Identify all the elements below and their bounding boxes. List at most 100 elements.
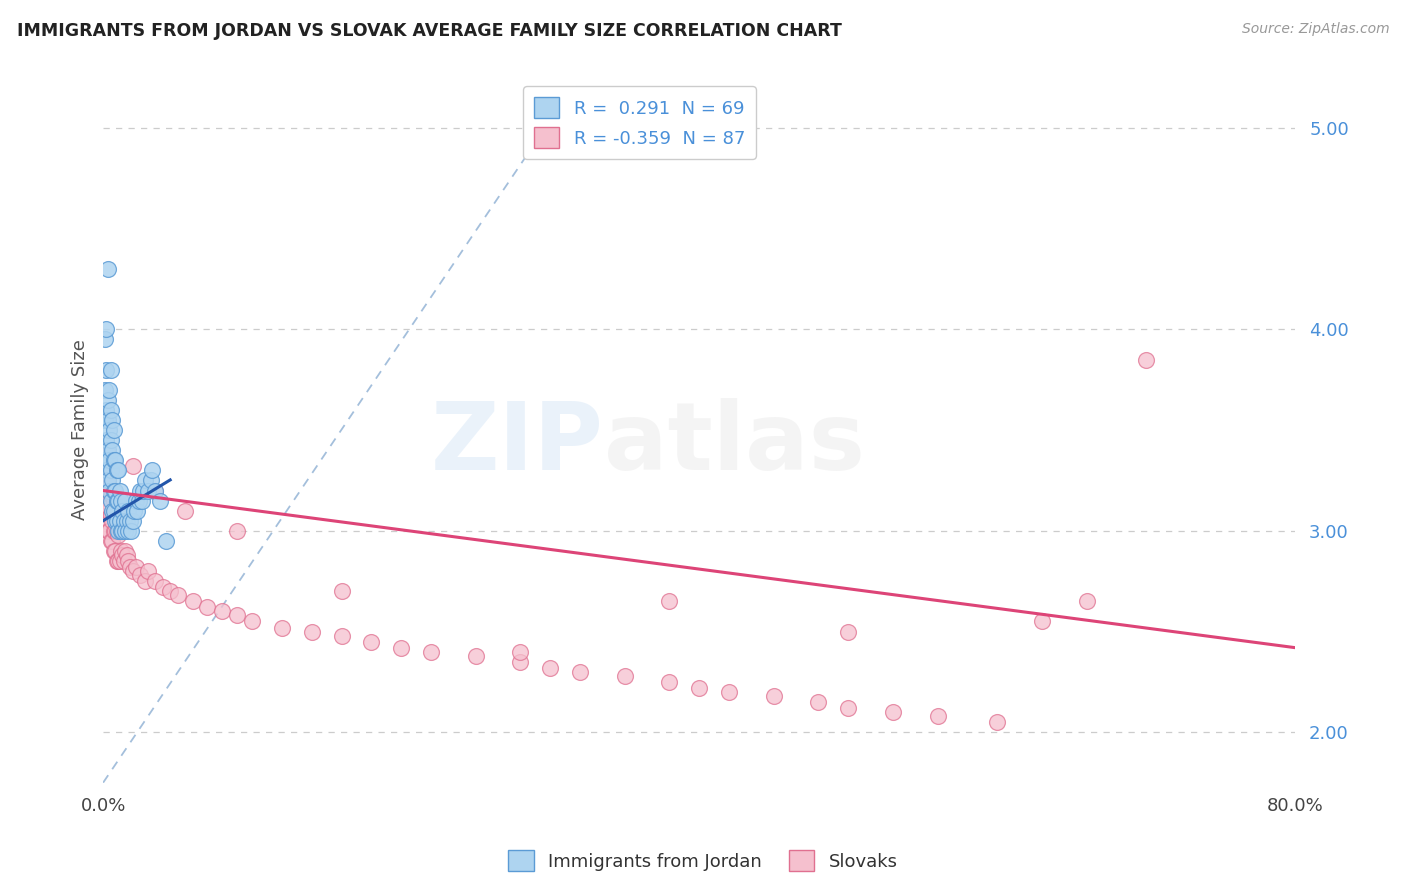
- Point: [420, 645, 443, 659]
- Point: [136, 483, 159, 498]
- Point: [114, 544, 136, 558]
- Point: [1031, 615, 1053, 629]
- Point: [509, 655, 531, 669]
- Point: [100, 433, 122, 447]
- Point: [389, 640, 412, 655]
- Point: [464, 648, 486, 663]
- Point: [93, 413, 115, 427]
- Point: [101, 503, 124, 517]
- Point: [93, 332, 115, 346]
- Point: [115, 548, 138, 562]
- Point: [111, 548, 134, 562]
- Point: [717, 685, 740, 699]
- Point: [104, 483, 127, 498]
- Point: [117, 524, 139, 538]
- Point: [117, 554, 139, 568]
- Point: [100, 533, 122, 548]
- Point: [143, 483, 166, 498]
- Point: [94, 493, 117, 508]
- Point: [211, 604, 233, 618]
- Point: [927, 709, 949, 723]
- Point: [98, 423, 121, 437]
- Point: [1135, 352, 1157, 367]
- Point: [124, 503, 146, 517]
- Point: [100, 463, 122, 477]
- Point: [114, 493, 136, 508]
- Point: [658, 594, 681, 608]
- Point: [132, 483, 155, 498]
- Point: [143, 483, 166, 498]
- Point: [107, 554, 129, 568]
- Point: [129, 568, 152, 582]
- Point: [114, 524, 136, 538]
- Point: [807, 695, 830, 709]
- Point: [134, 574, 156, 589]
- Point: [98, 500, 121, 514]
- Point: [93, 383, 115, 397]
- Point: [139, 474, 162, 488]
- Point: [105, 514, 128, 528]
- Point: [107, 503, 129, 517]
- Point: [104, 544, 127, 558]
- Point: [128, 493, 150, 508]
- Point: [94, 514, 117, 528]
- Point: [93, 453, 115, 467]
- Point: [103, 544, 125, 558]
- Point: [658, 674, 681, 689]
- Point: [107, 493, 129, 508]
- Point: [108, 524, 131, 538]
- Point: [93, 503, 115, 517]
- Point: [837, 701, 859, 715]
- Point: [98, 453, 121, 467]
- Point: [100, 362, 122, 376]
- Legend: Immigrants from Jordan, Slovaks: Immigrants from Jordan, Slovaks: [501, 843, 905, 879]
- Point: [98, 479, 121, 493]
- Point: [159, 584, 181, 599]
- Point: [101, 413, 124, 427]
- Point: [94, 474, 117, 488]
- Point: [134, 474, 156, 488]
- Point: [107, 524, 129, 538]
- Point: [330, 629, 353, 643]
- Point: [94, 433, 117, 447]
- Point: [104, 453, 127, 467]
- Point: [105, 524, 128, 538]
- Point: [125, 560, 148, 574]
- Point: [197, 600, 219, 615]
- Point: [94, 443, 117, 458]
- Point: [1076, 594, 1098, 608]
- Point: [110, 493, 132, 508]
- Point: [166, 588, 188, 602]
- Point: [271, 620, 294, 634]
- Point: [226, 608, 249, 623]
- Point: [301, 624, 323, 639]
- Point: [103, 483, 125, 498]
- Point: [105, 493, 128, 508]
- Point: [112, 554, 135, 568]
- Point: [108, 483, 131, 498]
- Point: [111, 503, 134, 517]
- Point: [122, 459, 145, 474]
- Point: [104, 524, 127, 538]
- Point: [97, 447, 120, 461]
- Point: [104, 500, 127, 514]
- Point: [538, 661, 561, 675]
- Point: [105, 554, 128, 568]
- Point: [100, 487, 122, 501]
- Point: [174, 503, 197, 517]
- Point: [104, 514, 127, 528]
- Point: [115, 514, 138, 528]
- Point: [93, 453, 115, 467]
- Point: [108, 554, 131, 568]
- Point: [117, 503, 139, 517]
- Point: [100, 463, 122, 477]
- Point: [120, 524, 142, 538]
- Point: [155, 533, 177, 548]
- Point: [112, 514, 135, 528]
- Point: [129, 483, 152, 498]
- Point: [509, 645, 531, 659]
- Point: [103, 423, 125, 437]
- Point: [98, 524, 121, 538]
- Point: [101, 514, 124, 528]
- Point: [103, 524, 125, 538]
